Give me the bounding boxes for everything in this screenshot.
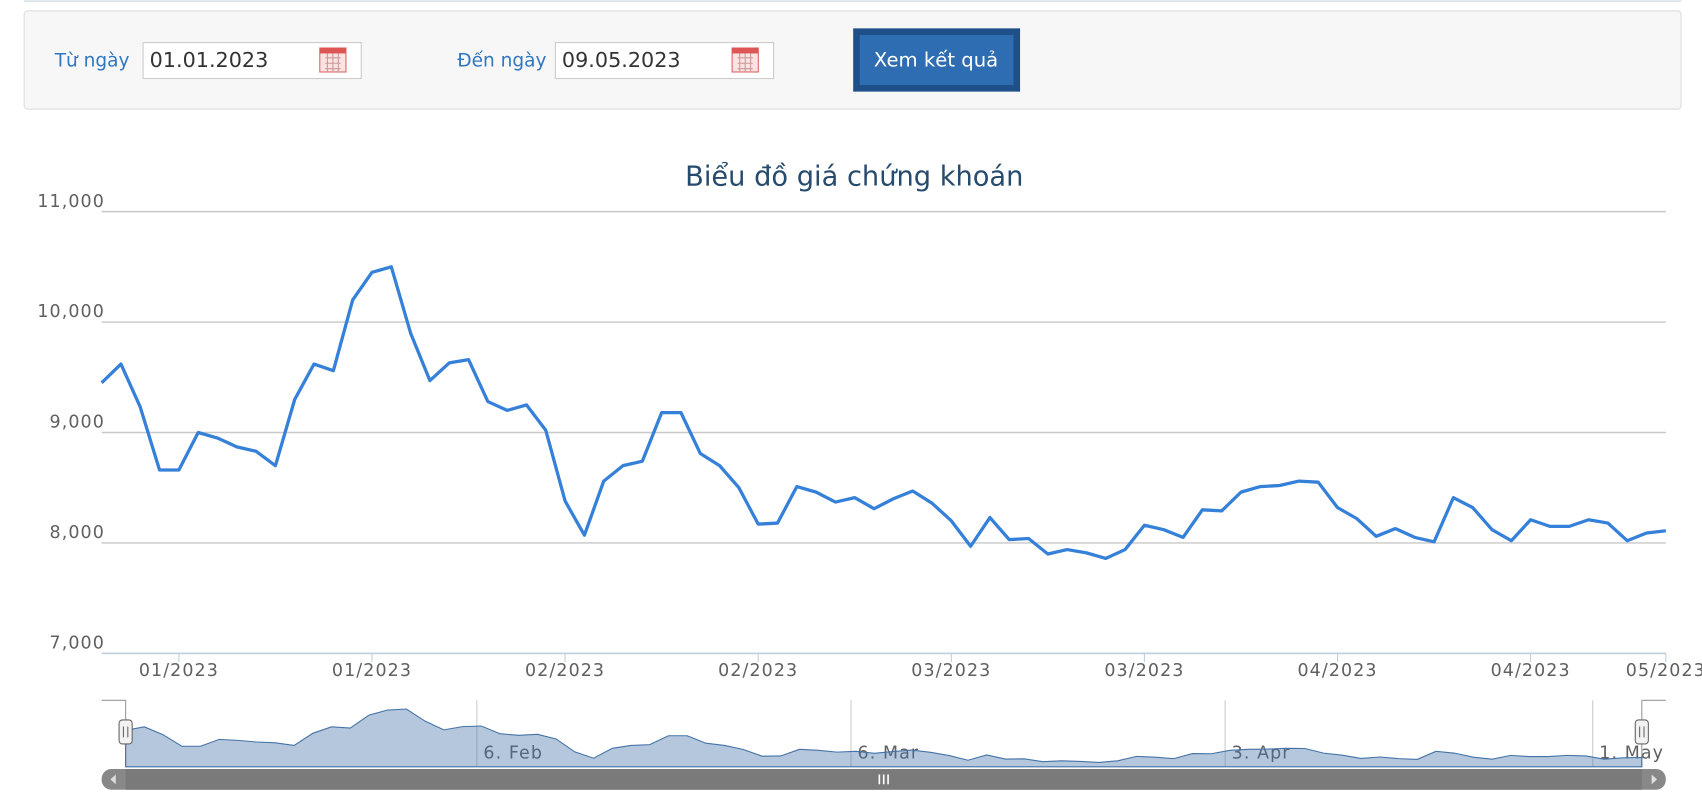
y-tick-label: 9,000 <box>50 413 105 433</box>
chart-title: Biểu đồ giá chứng khoán <box>685 161 1023 192</box>
y-tick-label: 10,000 <box>37 302 105 322</box>
filter-panel <box>23 10 1682 110</box>
y-tick-label: 8,000 <box>50 523 105 543</box>
thumb-grip <box>878 774 889 785</box>
navigator-label: 6. Mar <box>858 744 920 764</box>
x-tick-label: 01/2023 <box>332 661 412 681</box>
x-tick-label: 04/2023 <box>1491 661 1571 681</box>
y-tick-label: 7,000 <box>50 634 105 654</box>
calendar-icon[interactable] <box>319 47 347 73</box>
x-tick-label: 04/2023 <box>1297 661 1377 681</box>
handle-grip <box>122 726 129 738</box>
x-tick-label: 03/2023 <box>911 661 991 681</box>
x-tick-label: 03/2023 <box>1104 661 1184 681</box>
navigator-handle[interactable] <box>118 719 133 745</box>
scroll-right[interactable] <box>1651 774 1658 785</box>
navigator-area <box>125 708 1643 768</box>
navigator-label: 6. Feb <box>483 744 543 764</box>
x-tick-label: 02/2023 <box>718 661 798 681</box>
price-line <box>100 265 1667 561</box>
calendar-icon[interactable] <box>731 47 759 73</box>
scroll-left[interactable] <box>110 774 116 785</box>
y-tick-label: 11,000 <box>37 192 105 212</box>
chart: 7,000 8,000 9,000 10,000 11,000 01/2023 01/202… <box>37 192 1702 790</box>
to-value: 09.05.2023 <box>562 48 681 72</box>
navigator-handle[interactable] <box>1634 719 1649 745</box>
x-tick-label: 02/2023 <box>525 661 605 681</box>
button-face <box>859 34 1014 86</box>
from-value: 01.01.2023 <box>150 48 269 72</box>
x-tick-label: 05/2023 <box>1626 661 1702 681</box>
from-label: Từ ngày <box>54 51 130 72</box>
x-tick-label: 01/2023 <box>139 661 219 681</box>
handle-grip <box>1639 726 1645 738</box>
to-label: Đến ngày <box>457 50 546 72</box>
button-label: Xem kết quả <box>874 49 998 72</box>
